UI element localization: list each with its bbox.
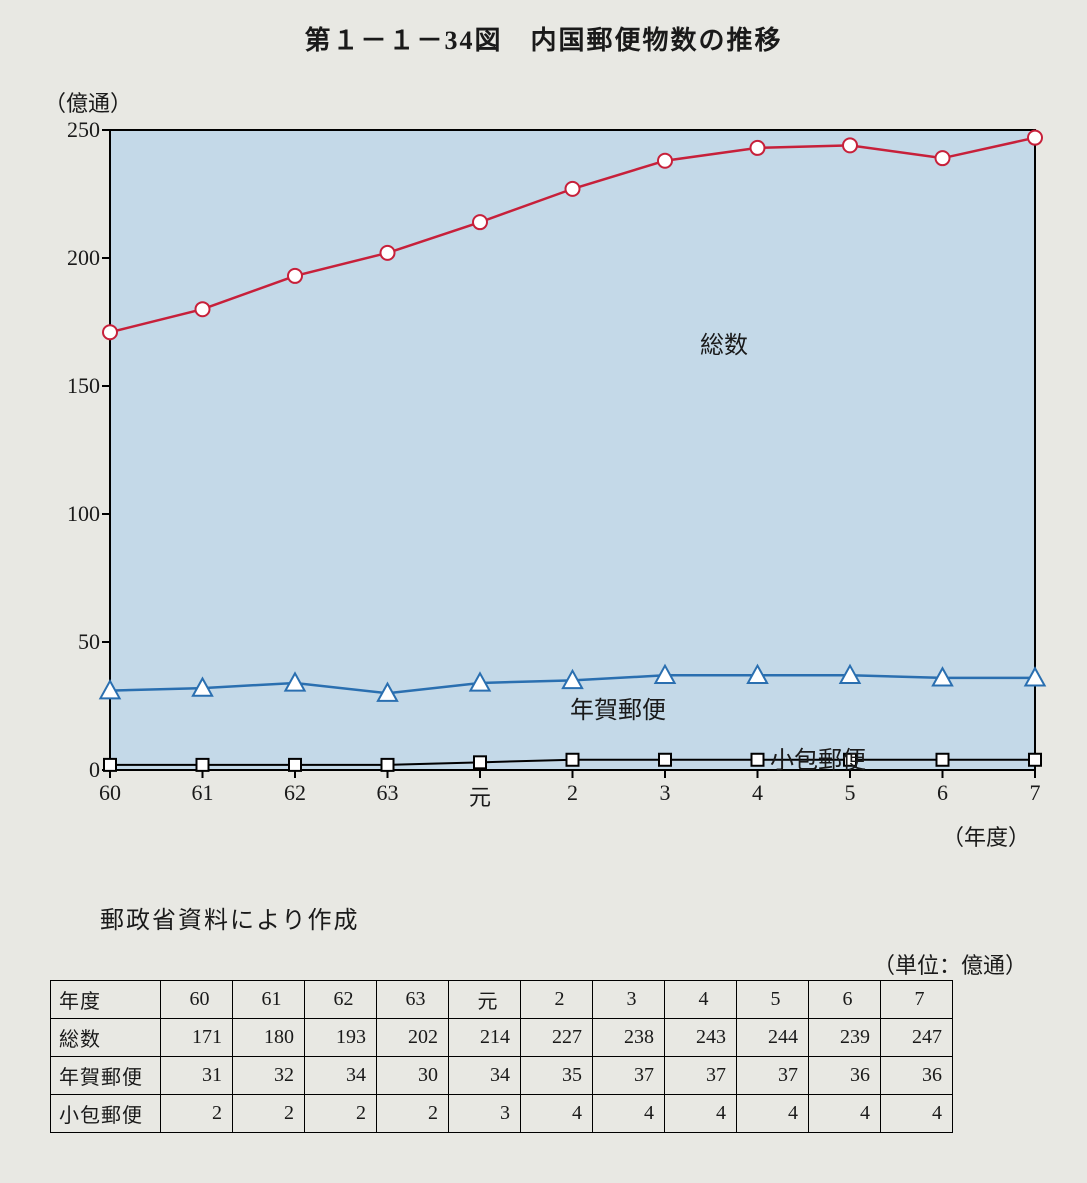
table-cell: 30 bbox=[377, 1057, 449, 1095]
table-cell: 31 bbox=[161, 1057, 233, 1095]
x-tick-label: 3 bbox=[660, 780, 671, 806]
table-cell: 37 bbox=[593, 1057, 665, 1095]
table-cell: 34 bbox=[449, 1057, 521, 1095]
table-cell: 239 bbox=[809, 1019, 881, 1057]
table-cell: 32 bbox=[233, 1057, 305, 1095]
x-tick-label: 61 bbox=[192, 780, 214, 806]
y-tick-label: 100 bbox=[60, 501, 100, 527]
table-cell: 35 bbox=[521, 1057, 593, 1095]
table-cell: 2 bbox=[377, 1095, 449, 1133]
table-cell: 4 bbox=[521, 1095, 593, 1133]
x-tick-label: 62 bbox=[284, 780, 306, 806]
x-tick-label: 7 bbox=[1030, 780, 1041, 806]
x-tick-label: 5 bbox=[845, 780, 856, 806]
y-tick-label: 250 bbox=[60, 117, 100, 143]
y-tick-label: 200 bbox=[60, 245, 100, 271]
table-cell: 180 bbox=[233, 1019, 305, 1057]
table-cell: 36 bbox=[809, 1057, 881, 1095]
table-cell: 4 bbox=[881, 1095, 953, 1133]
table-cell: 36 bbox=[881, 1057, 953, 1095]
table-year-header: 62 bbox=[305, 981, 377, 1019]
table-row-label: 総数 bbox=[51, 1019, 161, 1057]
chart-svg bbox=[50, 120, 1050, 820]
table-cell: 202 bbox=[377, 1019, 449, 1057]
table-cell: 238 bbox=[593, 1019, 665, 1057]
table-year-header: 2 bbox=[521, 981, 593, 1019]
y-tick-label: 50 bbox=[60, 629, 100, 655]
x-axis-unit: （年度） bbox=[942, 820, 1030, 852]
series-label-total: 総数 bbox=[700, 325, 748, 360]
x-tick-label: 元 bbox=[469, 780, 491, 812]
x-tick-label: 6 bbox=[937, 780, 948, 806]
table-year-header: 61 bbox=[233, 981, 305, 1019]
table-cell: 4 bbox=[593, 1095, 665, 1133]
table-unit: （単位：億通） bbox=[873, 948, 1027, 980]
y-tick-label: 150 bbox=[60, 373, 100, 399]
table-cell: 2 bbox=[233, 1095, 305, 1133]
data-table: 年度60616263元234567総数171180193202214227238… bbox=[50, 980, 953, 1133]
table-year-header: 63 bbox=[377, 981, 449, 1019]
table-year-header: 5 bbox=[737, 981, 809, 1019]
series-label-nenga: 年賀郵便 bbox=[570, 690, 666, 725]
table-cell: 4 bbox=[809, 1095, 881, 1133]
table-cell: 37 bbox=[737, 1057, 809, 1095]
table-cell: 2 bbox=[305, 1095, 377, 1133]
table-cell: 4 bbox=[737, 1095, 809, 1133]
table-cell: 214 bbox=[449, 1019, 521, 1057]
table-cell: 247 bbox=[881, 1019, 953, 1057]
chart-area: （年度） 05010015020025060616263元234567総数年賀郵… bbox=[50, 120, 1050, 820]
page: 第１－１－34図 内国郵便物数の推移 （億通） （年度） 0 50 100 150 20… bbox=[0, 0, 1087, 1183]
y-tick-label: 0 bbox=[60, 757, 100, 783]
table-cell: 3 bbox=[449, 1095, 521, 1133]
x-tick-label: 4 bbox=[752, 780, 763, 806]
table-cell: 227 bbox=[521, 1019, 593, 1057]
table-row-label: 年賀郵便 bbox=[51, 1057, 161, 1095]
table-cell: 244 bbox=[737, 1019, 809, 1057]
table-cell: 193 bbox=[305, 1019, 377, 1057]
table-cell: 243 bbox=[665, 1019, 737, 1057]
source-note: 郵政省資料により作成 bbox=[100, 900, 360, 935]
table-year-header: 4 bbox=[665, 981, 737, 1019]
table-year-header: 6 bbox=[809, 981, 881, 1019]
table-cell: 2 bbox=[161, 1095, 233, 1133]
table-cell: 171 bbox=[161, 1019, 233, 1057]
chart-title: 第１－１－34図 内国郵便物数の推移 bbox=[0, 20, 1087, 57]
x-tick-label: 63 bbox=[377, 780, 399, 806]
series-label-kozutsumi: 小包郵便 bbox=[770, 740, 866, 775]
table-cell: 4 bbox=[665, 1095, 737, 1133]
table-year-header: 元 bbox=[449, 981, 521, 1019]
table-year-header: 7 bbox=[881, 981, 953, 1019]
table-header-col: 年度 bbox=[51, 981, 161, 1019]
x-tick-label: 60 bbox=[99, 780, 121, 806]
table-year-header: 3 bbox=[593, 981, 665, 1019]
table-row-label: 小包郵便 bbox=[51, 1095, 161, 1133]
y-axis-unit: （億通） bbox=[44, 86, 132, 118]
table-cell: 37 bbox=[665, 1057, 737, 1095]
table-cell: 34 bbox=[305, 1057, 377, 1095]
table-year-header: 60 bbox=[161, 981, 233, 1019]
x-tick-label: 2 bbox=[567, 780, 578, 806]
